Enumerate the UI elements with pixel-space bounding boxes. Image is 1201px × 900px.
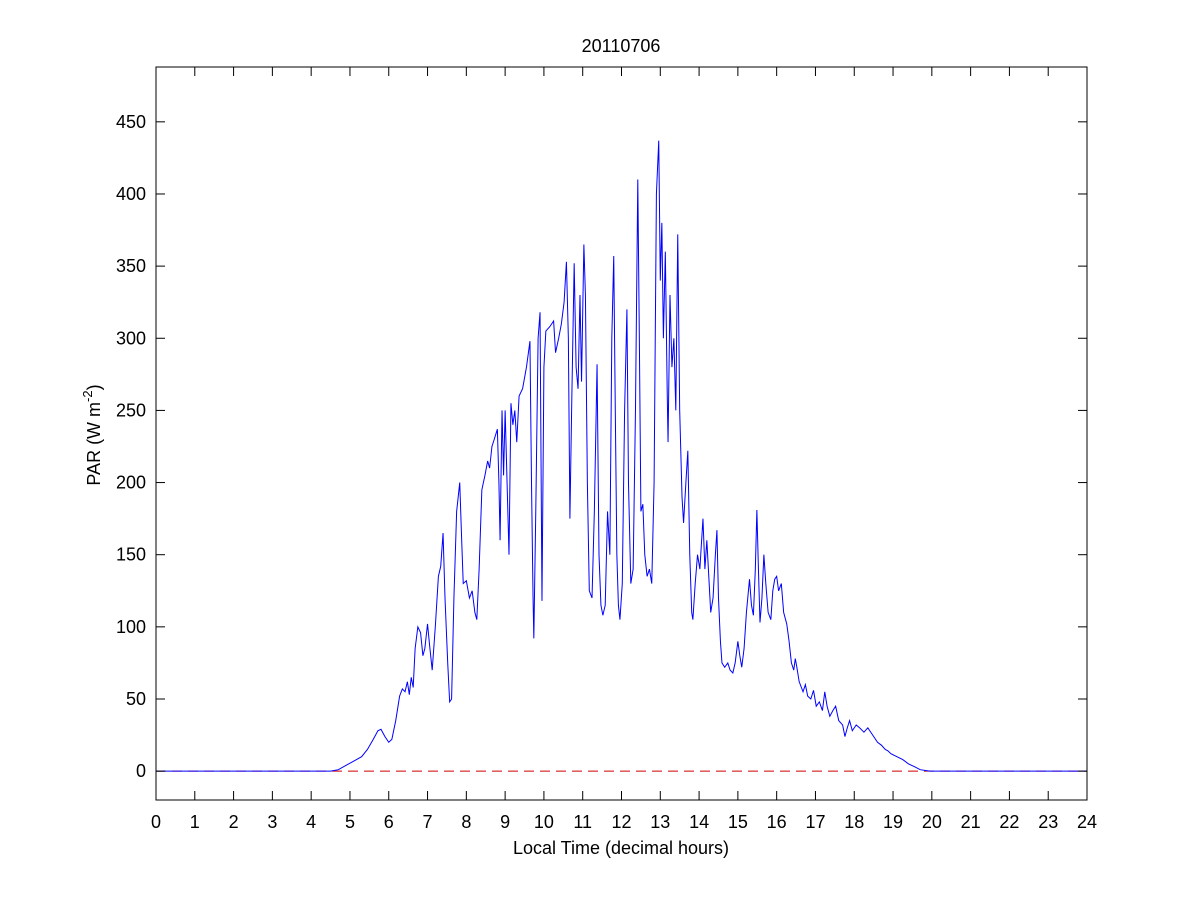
x-tick-label: 5 [345,812,355,832]
x-tick-label: 13 [650,812,670,832]
y-tick-label: 350 [116,256,146,276]
x-tick-label: 14 [689,812,709,832]
chart-title: 20110706 [582,36,661,56]
x-tick-label: 21 [961,812,981,832]
x-tick-label: 19 [883,812,903,832]
x-tick-label: 23 [1038,812,1058,832]
x-tick-label: 7 [423,812,433,832]
x-tick-label: 11 [573,812,592,832]
x-tick-label: 10 [534,812,554,832]
x-tick-label: 6 [384,812,394,832]
data-line [156,140,1087,772]
x-tick-label: 8 [461,812,471,832]
y-tick-label: 100 [116,617,146,637]
x-tick-label: 20 [922,812,942,832]
x-tick-label: 1 [190,812,200,832]
x-tick-label: 22 [999,812,1019,832]
x-tick-label: 4 [306,812,316,832]
x-tick-label: 16 [767,812,787,832]
y-axis-label: PAR (W m-2) [80,384,104,485]
x-tick-label: 0 [151,812,161,832]
x-tick-label: 24 [1077,812,1097,832]
y-tick-label: 250 [116,400,146,420]
x-tick-label: 17 [805,812,825,832]
x-tick-label: 18 [844,812,864,832]
y-label-superscript: -2 [80,390,95,402]
x-tick-label: 9 [500,812,510,832]
x-axis-label: Local Time (decimal hours) [513,838,729,858]
y-tick-label: 150 [116,545,146,565]
x-tick-label: 2 [229,812,239,832]
y-tick-label: 400 [116,184,146,204]
x-tick-label: 15 [728,812,748,832]
x-tick-label: 12 [611,812,631,832]
y-tick-label: 0 [136,761,146,781]
y-tick-label: 300 [116,328,146,348]
y-tick-label: 50 [126,689,146,709]
y-label-text: ) [84,384,104,390]
y-label-text: PAR (W m [84,402,104,486]
x-tick-label: 3 [267,812,277,832]
y-tick-label: 200 [116,473,146,493]
y-tick-label: 450 [116,112,146,132]
